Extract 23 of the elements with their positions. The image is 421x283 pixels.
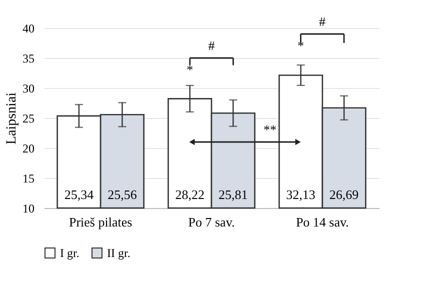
y-tick-label: 15 [22, 172, 34, 186]
annotation: # [319, 14, 326, 29]
data-label: 25,81 [218, 187, 248, 202]
y-tick-label: 35 [22, 52, 34, 66]
legend-label: II gr. [107, 246, 130, 260]
data-label: 28,22 [175, 187, 204, 202]
y-tick-label: 30 [22, 82, 34, 96]
x-tick-label: Prieš pilates [68, 214, 132, 230]
y-tick-label: 25 [22, 112, 34, 126]
x-tick-label: Po 7 sav. [188, 214, 235, 230]
x-tick-label: Po 14 sav. [296, 214, 349, 230]
y-tick-label: 40 [22, 22, 34, 36]
data-label: 25,34 [64, 187, 94, 202]
y-tick-label: 20 [22, 142, 34, 156]
annotation: # [208, 38, 216, 53]
y-tick-label: 10 [22, 202, 34, 216]
y-axis-title: Laipsniai [4, 92, 20, 145]
data-label: 32,13 [286, 187, 316, 202]
data-label: 26,69 [329, 187, 359, 202]
legend-label: I gr. [60, 246, 80, 260]
data-label: 25,56 [108, 187, 138, 202]
annotation: * [186, 62, 194, 77]
annotation: ** [264, 122, 276, 137]
